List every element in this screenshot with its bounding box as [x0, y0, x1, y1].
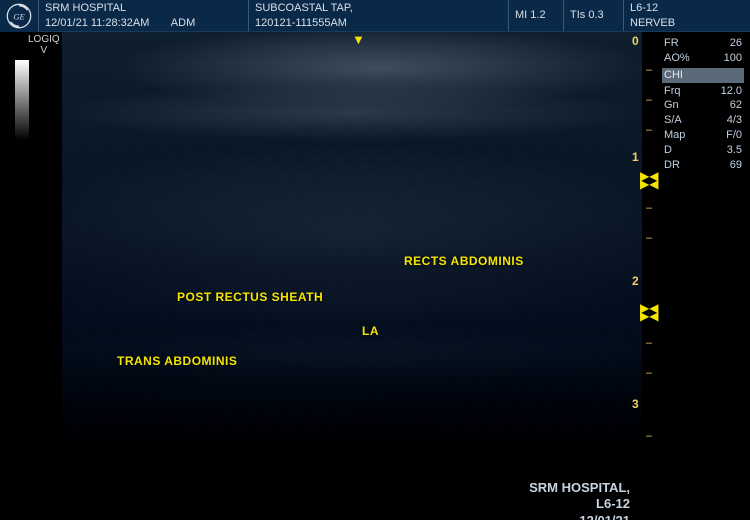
tick-icon: –: [646, 94, 652, 106]
tick-icon: –: [646, 202, 652, 214]
depth-0: 0: [632, 34, 639, 48]
tis-cell: TIs 0.3: [563, 0, 623, 31]
focal-marker-icon[interactable]: ▶◀▶◀: [640, 304, 658, 321]
overlay-date: 12/01/21: [529, 513, 630, 520]
frq-label: Frq: [664, 84, 681, 99]
ge-logo: GE: [0, 0, 38, 32]
tick-icon: –: [646, 337, 652, 349]
gn-val: 62: [730, 98, 742, 113]
overlay-probe: L6-12: [529, 496, 630, 512]
preset-name: SUBCOASTAL TAP,: [255, 1, 502, 15]
depth-2: 2: [632, 274, 639, 288]
tick-icon: –: [646, 367, 652, 379]
params-panel: FR 26 AO% 100 CHI Frq 12.0 Gn 62 S/A 4/3 Map F…: [662, 36, 744, 173]
depth-3: 3: [632, 397, 639, 411]
depth-scale: 0 – – – 1 ▶◀▶◀ – – 2 ▶◀▶◀ – – 3 –: [642, 32, 656, 520]
probe-name: L6-12: [630, 1, 744, 15]
tick-icon: –: [646, 64, 652, 76]
header-bar: GE SRM HOSPITAL 12/01/21 11:28:32AM ADM …: [0, 0, 750, 32]
datetime: 12/01/21 11:28:32AM: [45, 17, 149, 29]
fr-label: FR: [664, 36, 679, 51]
us-bmode-image: [62, 32, 642, 482]
focal-marker-icon[interactable]: ▶◀▶◀: [640, 172, 658, 189]
tick-icon: –: [646, 124, 652, 136]
adm-label: ADM: [171, 17, 195, 29]
tick-icon: –: [646, 232, 652, 244]
mi-cell: MI 1.2: [508, 0, 563, 31]
anno-trans: TRANS ABDOMINIS: [117, 354, 237, 368]
app-name: NERVEB: [630, 16, 744, 30]
overlay-hospital: SRM HOSPITAL,: [529, 480, 630, 496]
chi-label: CHI: [664, 68, 683, 83]
preset-cell: SUBCOASTAL TAP, 120121-111555AM: [248, 0, 508, 31]
sa-val: 4/3: [727, 113, 742, 128]
ultrasound-viewport[interactable]: ▼ RECTS ABDOMINIS POST RECTUS SHEATH LA …: [62, 32, 642, 520]
mi-value: MI 1.2: [515, 8, 546, 22]
ao-val: 100: [724, 51, 742, 66]
tis-value: TIs 0.3: [570, 8, 604, 22]
d-label: D: [664, 143, 672, 158]
ao-label: AO%: [664, 51, 690, 66]
grayscale-bar: [15, 60, 29, 140]
preset-id: 120121-111555AM: [255, 16, 502, 30]
fr-val: 26: [730, 36, 742, 51]
frq-val: 12.0: [721, 84, 742, 99]
svg-text:GE: GE: [13, 11, 25, 21]
depth-1: 1: [632, 150, 639, 164]
hospital-name: SRM HOSPITAL: [45, 1, 242, 15]
logiq-sub: V: [41, 45, 48, 56]
d-val: 3.5: [727, 143, 742, 158]
orientation-marker-icon: ▼: [352, 32, 365, 47]
dr-label: DR: [664, 158, 680, 173]
anno-rectus: RECTS ABDOMINIS: [404, 254, 524, 268]
overlay-text-block: SRM HOSPITAL, L6-12 12/01/21 NERVEB: [529, 480, 630, 520]
hospital-cell: SRM HOSPITAL 12/01/21 11:28:32AM ADM: [38, 0, 248, 31]
system-label: LOGIQ V: [28, 34, 60, 56]
anno-post-sheath: POST RECTUS SHEATH: [177, 290, 323, 304]
map-val: F/0: [726, 128, 742, 143]
logiq-text: LOGIQ: [28, 34, 60, 45]
anno-la: LA: [362, 324, 379, 338]
dr-val: 69: [730, 158, 742, 173]
gn-label: Gn: [664, 98, 679, 113]
tick-icon: –: [646, 430, 652, 442]
probe-cell: L6-12 NERVEB: [623, 0, 750, 31]
map-label: Map: [664, 128, 685, 143]
sa-label: S/A: [664, 113, 682, 128]
